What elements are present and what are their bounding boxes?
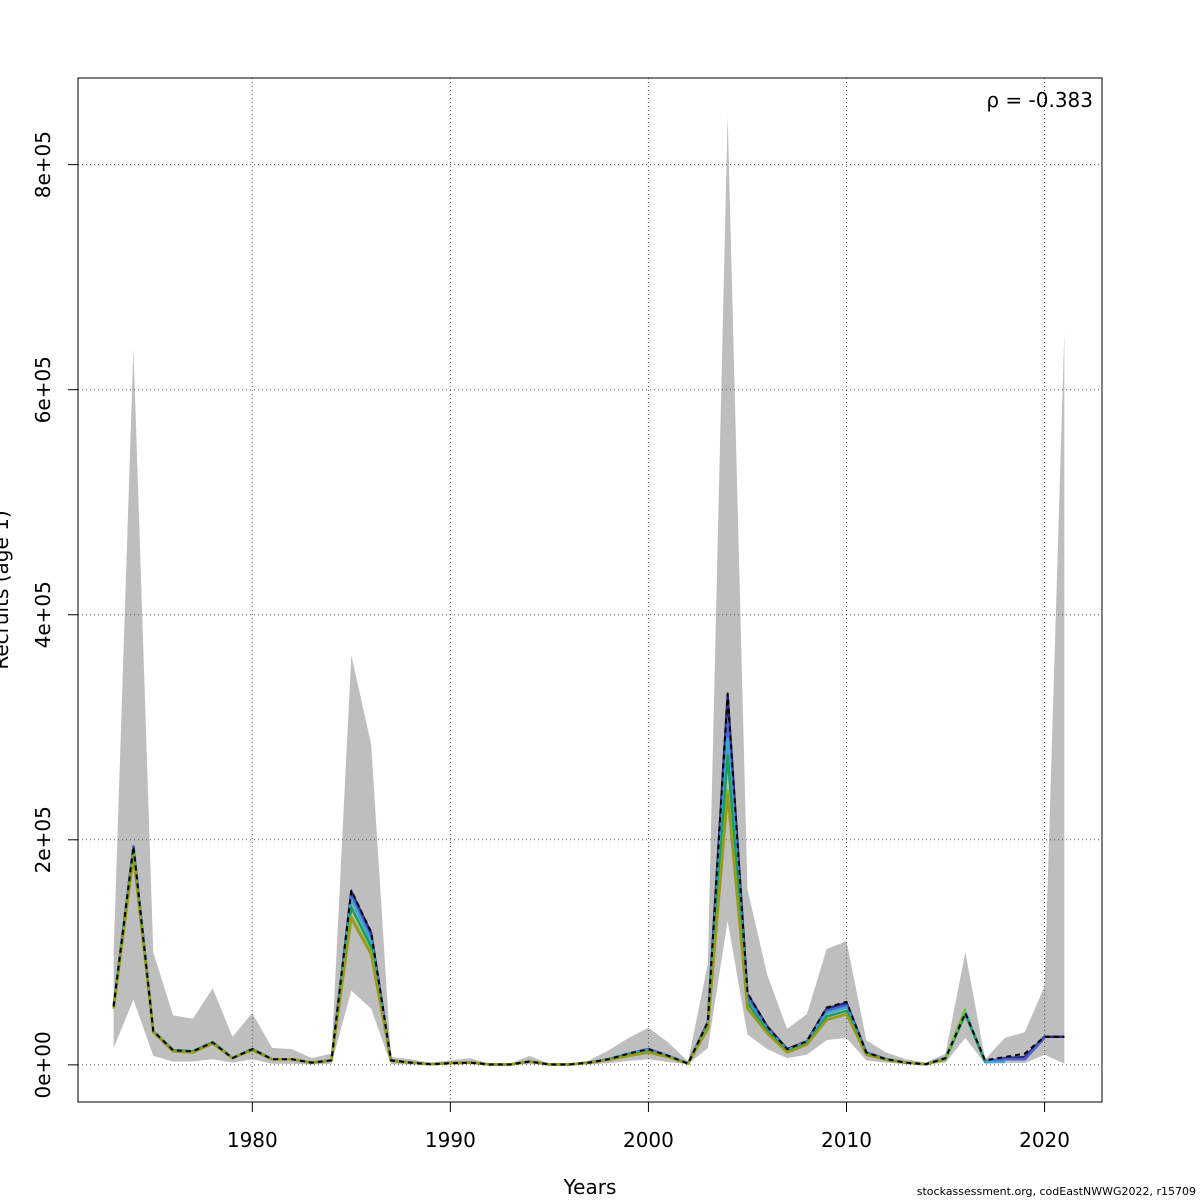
series-line-6 (112, 793, 946, 1066)
series-line-2 (112, 720, 1046, 1066)
x-tick-label: 2000 (623, 1128, 674, 1152)
series-line-3 (112, 737, 1005, 1066)
y-tick-label: 6e+05 (31, 356, 55, 423)
x-axis: 1980 1990 2000 2010 2020 (227, 1102, 1070, 1152)
confidence-band (113, 116, 1065, 1065)
credit-note: stockassessment.org, codEastNWWG2022, r1… (916, 1185, 1196, 1198)
series-line-7 (112, 692, 1065, 1066)
plot-frame (77, 77, 1103, 1103)
series-layer (112, 692, 1065, 1066)
x-tick-label: 1980 (227, 1128, 278, 1152)
rho-annotation: ρ = -0.383 (986, 88, 1093, 112)
x-axis-label: Years (563, 1175, 617, 1199)
grid-layer (78, 78, 1102, 1102)
y-tick-label: 8e+05 (31, 131, 55, 198)
x-tick-label: 2010 (821, 1128, 872, 1152)
x-tick-label: 1990 (425, 1128, 476, 1152)
y-tick-label: 4e+05 (31, 581, 55, 648)
x-tick-label: 2020 (1019, 1128, 1070, 1152)
confidence-band-layer (113, 116, 1065, 1065)
y-axis-label: Recruits (age 1) (0, 510, 13, 669)
y-tick-label: 2e+05 (31, 806, 55, 873)
y-axis: 0e+00 2e+05 4e+05 6e+05 8e+05 (31, 131, 78, 1098)
series-line-1 (112, 694, 1065, 1066)
y-tick-label: 0e+00 (31, 1031, 55, 1098)
